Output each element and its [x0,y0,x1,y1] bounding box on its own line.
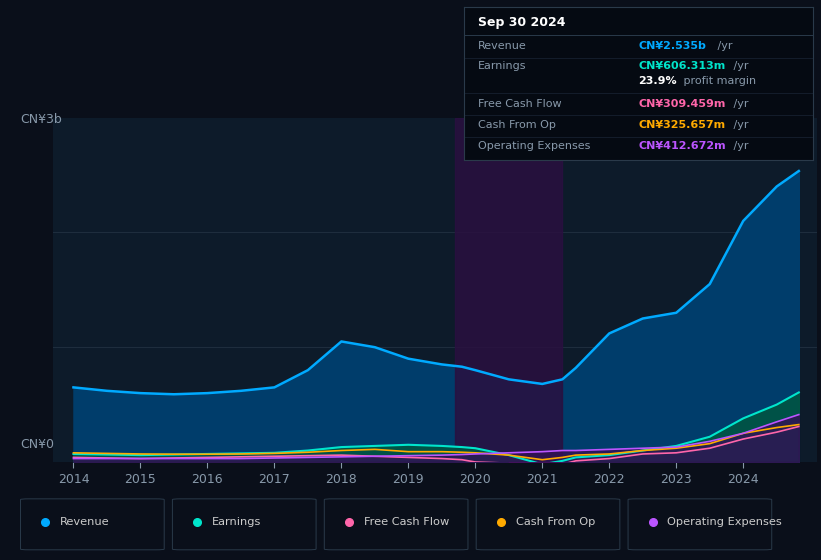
Text: Cash From Op: Cash From Op [478,120,556,130]
Text: Free Cash Flow: Free Cash Flow [478,99,562,109]
Text: 23.9%: 23.9% [639,76,677,86]
Text: /yr: /yr [731,60,749,71]
Text: CN¥606.313m: CN¥606.313m [639,60,726,71]
Text: CN¥0: CN¥0 [21,438,54,451]
Text: /yr: /yr [713,41,732,51]
Text: Earnings: Earnings [478,60,526,71]
Text: Revenue: Revenue [60,517,109,527]
Text: Revenue: Revenue [478,41,526,51]
Bar [455,118,562,462]
Text: profit margin: profit margin [680,76,756,86]
Text: CN¥412.672m: CN¥412.672m [639,141,726,151]
Text: /yr: /yr [731,120,749,130]
Text: /yr: /yr [731,141,749,151]
Text: Operating Expenses: Operating Expenses [667,517,782,527]
Text: CN¥3b: CN¥3b [21,113,62,126]
Text: Cash From Op: Cash From Op [516,517,595,527]
Text: CN¥2.535b: CN¥2.535b [639,41,706,51]
Text: CN¥325.657m: CN¥325.657m [639,120,726,130]
Text: CN¥309.459m: CN¥309.459m [639,99,726,109]
Text: Earnings: Earnings [212,517,261,527]
Text: Sep 30 2024: Sep 30 2024 [478,16,566,30]
Text: Operating Expenses: Operating Expenses [478,141,590,151]
Text: /yr: /yr [731,99,749,109]
Text: Free Cash Flow: Free Cash Flow [364,517,449,527]
